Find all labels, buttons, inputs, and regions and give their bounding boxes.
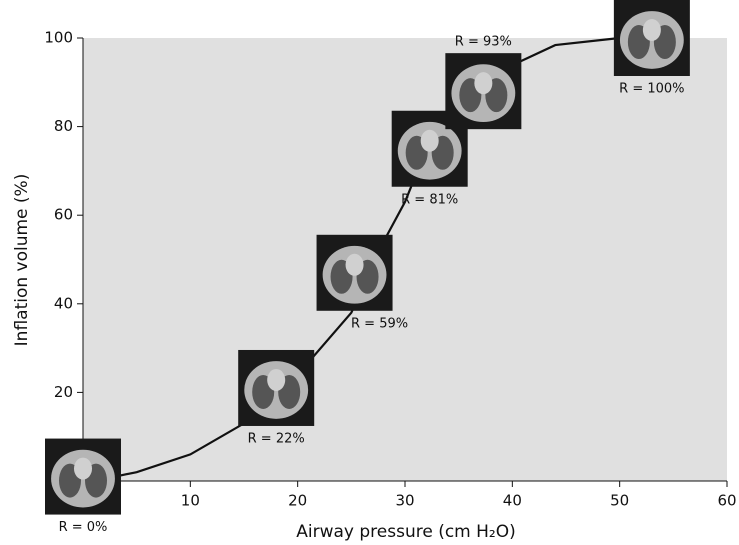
annotation: R = 81% <box>401 192 458 207</box>
y-tick-label: 60 <box>54 206 73 224</box>
ct-heart <box>474 72 493 95</box>
ct-image <box>238 349 315 426</box>
x-tick-label: 60 <box>717 492 736 510</box>
ct-heart <box>642 19 661 41</box>
annotation: R = 100% <box>619 82 684 97</box>
y-tick-label: 40 <box>54 294 73 312</box>
x-tick-label: 10 <box>181 492 200 510</box>
ct-heart <box>345 253 364 276</box>
y-tick-label: 20 <box>54 383 73 401</box>
annotation: R = 0% <box>59 520 108 535</box>
x-tick-label: 20 <box>288 492 307 510</box>
x-tick-label: 40 <box>503 492 522 510</box>
y-tick-label: 100 <box>44 29 73 47</box>
annotation: R = 22% <box>248 431 305 446</box>
plot-area <box>83 38 727 481</box>
y-axis-label: Inflation volume (%) <box>12 174 32 347</box>
annotation: R = 59% <box>351 316 408 331</box>
x-tick-label: 30 <box>395 492 414 510</box>
ct-image <box>45 438 121 515</box>
ct-image <box>445 53 522 130</box>
x-axis-label: Airway pressure (cm H₂O) <box>296 522 516 542</box>
annotation: R = 93% <box>455 35 512 50</box>
ct-image <box>613 0 690 76</box>
x-tick-label: 50 <box>610 492 629 510</box>
ct-heart <box>267 368 286 391</box>
y-tick-label: 80 <box>54 117 73 135</box>
ct-image <box>316 234 393 311</box>
ct-heart <box>420 129 439 152</box>
ct-heart <box>74 457 92 480</box>
